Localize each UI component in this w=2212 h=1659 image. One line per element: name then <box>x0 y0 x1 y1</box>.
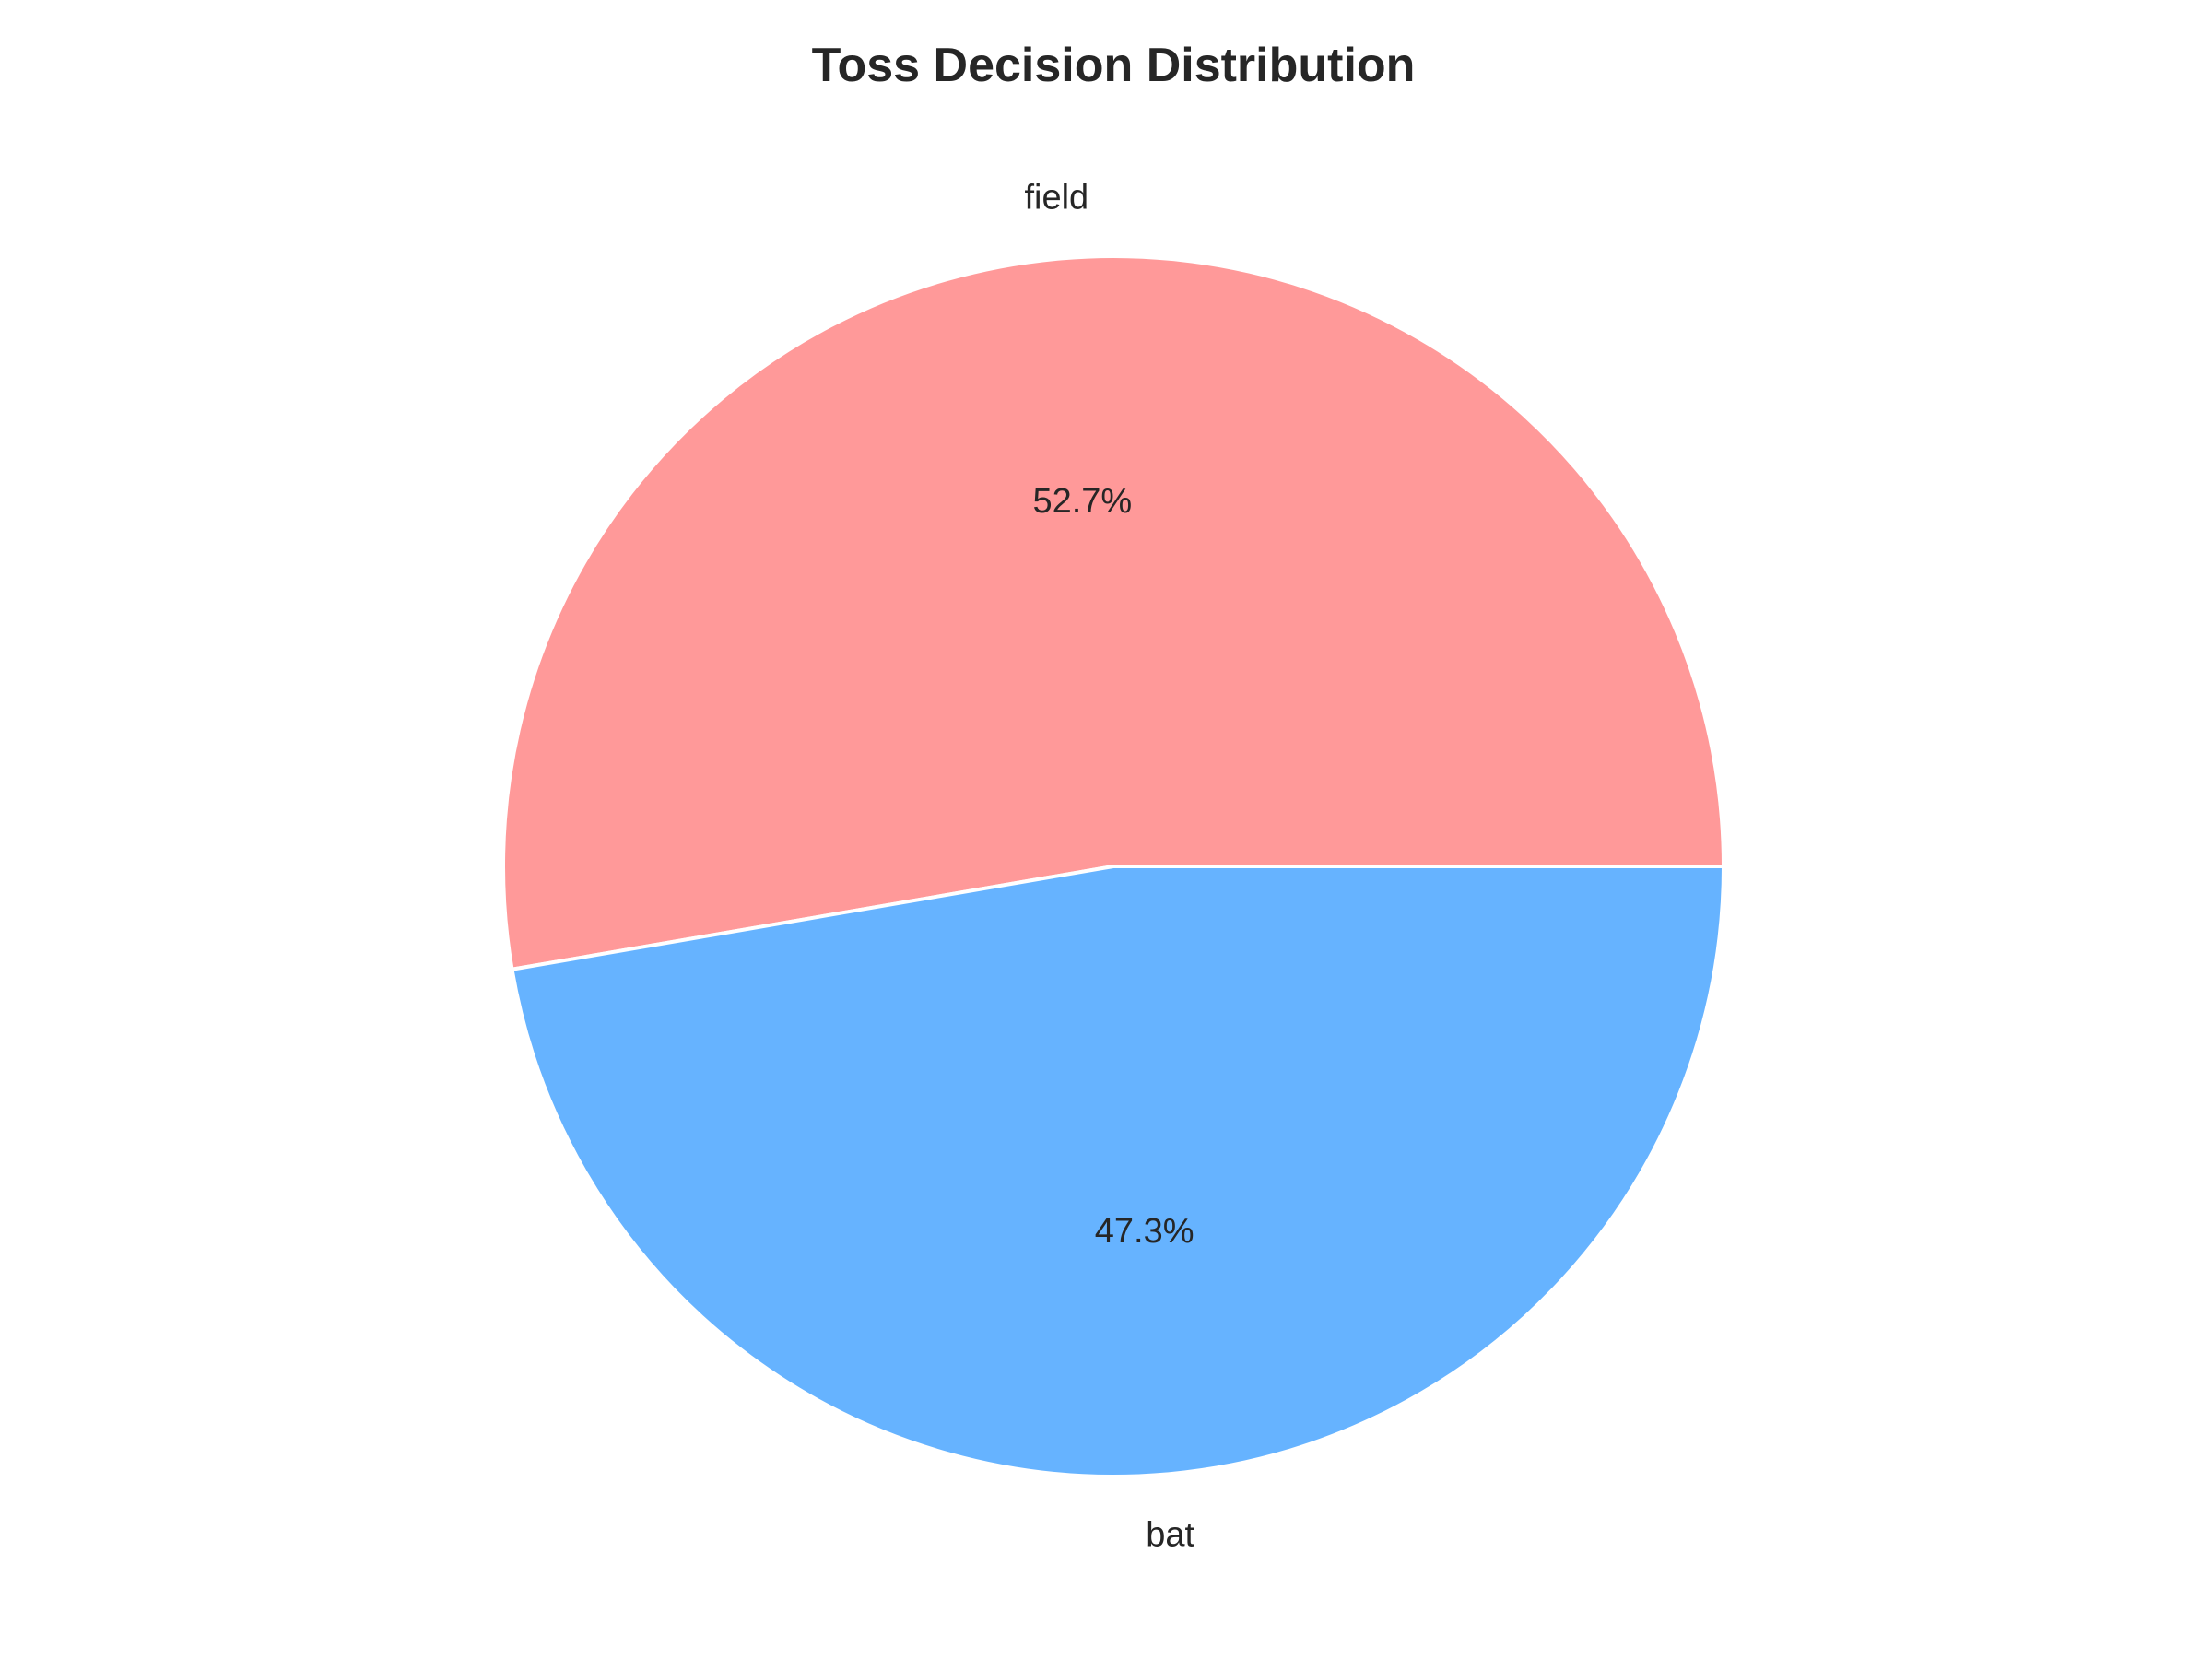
slice-percent-field: 52.7% <box>1032 482 1132 521</box>
pie-slice-bat <box>510 865 1725 1478</box>
pie-labels: field 52.7% bat 47.3% <box>1024 178 1194 1554</box>
slice-label-bat: bat <box>1146 1516 1194 1555</box>
pie-slice-field <box>501 254 1725 971</box>
chart-title: Toss Decision Distribution <box>812 39 1416 92</box>
slice-percent-bat: 47.3% <box>1095 1212 1194 1251</box>
slice-label-field: field <box>1024 178 1088 217</box>
pie-slices <box>501 254 1725 1478</box>
